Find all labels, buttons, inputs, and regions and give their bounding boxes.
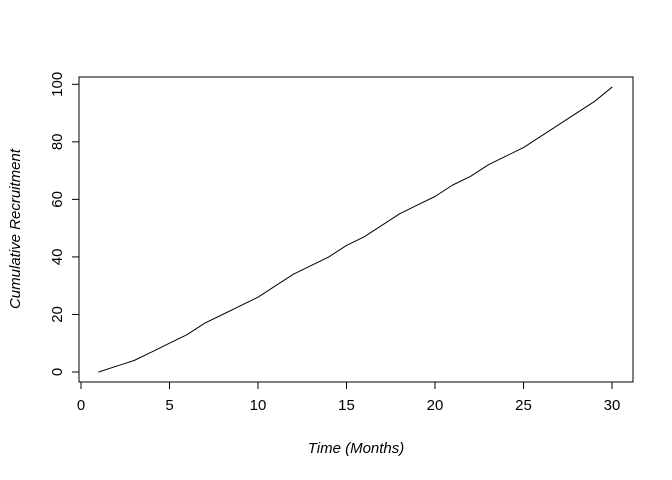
x-axis-title: Time (Months) [308, 440, 405, 457]
x-axis-ticks: 0 5 10 15 20 25 30 [77, 382, 621, 414]
y-tick-label: 100 [49, 72, 66, 97]
x-tick-label: 10 [250, 397, 267, 414]
data-series [98, 86, 613, 373]
y-axis-title: Cumulative Recruitment [7, 148, 24, 309]
y-axis-ticks: 0 20 40 60 80 100 [49, 72, 79, 376]
x-tick-label: 15 [338, 397, 355, 414]
y-tick-label: 60 [49, 191, 66, 208]
x-tick-label: 5 [165, 397, 173, 414]
cumulative-recruitment-line [98, 86, 613, 373]
x-tick-label: 0 [77, 397, 85, 414]
y-tick-label: 20 [49, 306, 66, 323]
y-tick-label: 80 [49, 133, 66, 150]
plot-area-border [78, 76, 634, 383]
y-tick-label: 0 [49, 368, 66, 376]
x-tick-label: 25 [515, 397, 532, 414]
x-tick-label: 20 [427, 397, 444, 414]
x-tick-label: 30 [604, 397, 621, 414]
y-tick-label: 40 [49, 249, 66, 266]
